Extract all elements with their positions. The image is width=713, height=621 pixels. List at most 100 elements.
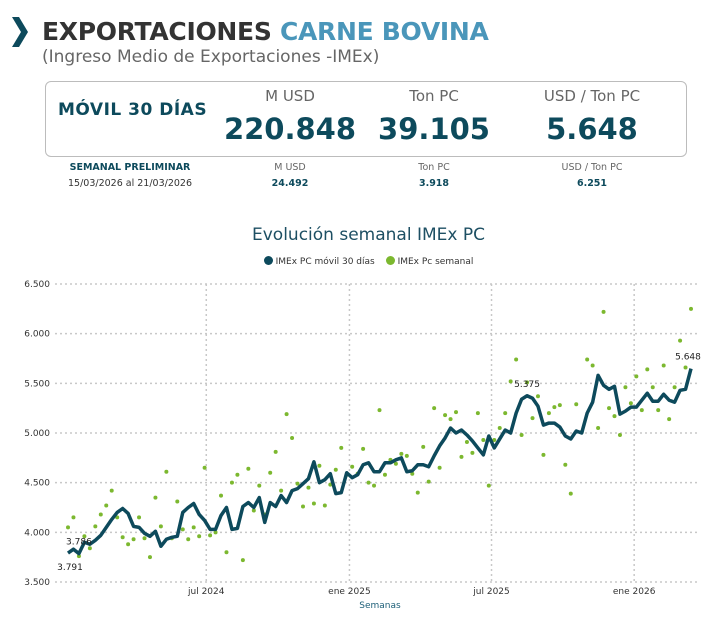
weekly-point bbox=[268, 470, 273, 475]
x-axis-label: Semanas bbox=[359, 601, 401, 611]
weekly-point bbox=[76, 554, 81, 559]
weekly-point bbox=[667, 417, 672, 422]
x-tick-label: ene 2026 bbox=[613, 587, 656, 597]
weekly-point bbox=[229, 480, 234, 485]
weekly-point bbox=[508, 379, 513, 384]
legend-item-semanal[interactable]: IMEx Pc semanal bbox=[385, 256, 473, 267]
weekly-date-range: 15/03/2026 al 21/03/2026 bbox=[67, 178, 192, 189]
chart-title: Evolución semanal IMEx PC bbox=[252, 225, 485, 245]
weekly-point bbox=[514, 357, 519, 362]
weekly-point bbox=[470, 450, 475, 455]
weekly-point bbox=[366, 480, 371, 485]
weekly-point bbox=[563, 462, 568, 467]
weekly-point bbox=[219, 493, 224, 498]
weekly-point bbox=[541, 452, 546, 457]
title-part-2: CARNE BOVINA bbox=[279, 17, 489, 46]
weekly-point bbox=[661, 363, 666, 368]
chart-legend: IMEx PC móvil 30 días IMEx Pc semanal bbox=[0, 256, 713, 267]
weekly-point bbox=[290, 435, 295, 440]
x-tick-label: jul 2024 bbox=[187, 587, 225, 597]
weekly-point bbox=[240, 558, 245, 563]
value-musd: 220.848 bbox=[223, 112, 357, 146]
weekly-point bbox=[71, 515, 76, 520]
y-tick-label: 5.500 bbox=[24, 379, 50, 389]
weekly-point bbox=[284, 412, 289, 417]
weekly-point bbox=[552, 405, 557, 410]
weekly-point bbox=[306, 485, 311, 490]
weekly-point bbox=[497, 426, 502, 431]
weekly-point bbox=[273, 449, 278, 454]
legend-marker-icon bbox=[385, 256, 395, 265]
data-label: 5.375 bbox=[514, 380, 540, 390]
y-tick-label: 6.500 bbox=[24, 280, 50, 290]
weekly-point bbox=[66, 525, 70, 530]
weekly-point bbox=[109, 488, 114, 493]
weekly-point bbox=[645, 367, 650, 372]
weekly-point bbox=[126, 542, 131, 547]
weekly-point bbox=[530, 416, 535, 421]
weekly-point bbox=[142, 536, 147, 541]
y-tick-label: 5.000 bbox=[24, 429, 50, 439]
weekly-point bbox=[525, 380, 530, 385]
weekly-point bbox=[82, 534, 87, 539]
summary-label: MÓVIL 30 DÍAS bbox=[58, 100, 208, 120]
col-header-usd-ton: USD / Ton PC bbox=[543, 87, 641, 105]
weekly-point bbox=[617, 432, 622, 437]
weekly-point bbox=[197, 534, 202, 539]
weekly-point bbox=[426, 479, 431, 484]
weekly-point bbox=[393, 461, 398, 466]
x-tick-label: jul 2025 bbox=[472, 587, 509, 597]
weekly-point bbox=[311, 501, 316, 506]
weekly-point bbox=[415, 490, 420, 495]
weekly-point bbox=[251, 508, 256, 513]
weekly-point bbox=[191, 525, 196, 530]
weekly-point bbox=[437, 465, 442, 470]
weekly-point bbox=[519, 432, 524, 437]
weekly-point bbox=[213, 530, 218, 535]
weekly-point bbox=[612, 414, 617, 419]
weekly-point bbox=[147, 555, 152, 560]
weekly-point bbox=[596, 426, 601, 431]
y-tick-label: 4.500 bbox=[24, 479, 50, 489]
weekly-point bbox=[650, 385, 655, 390]
weekly-point bbox=[131, 537, 136, 542]
value-tonpc: 39.105 bbox=[378, 112, 490, 146]
weekly-point bbox=[137, 515, 142, 520]
weekly-point bbox=[202, 465, 207, 470]
y-tick-label: 6.000 bbox=[24, 330, 50, 340]
weekly-point bbox=[454, 410, 459, 415]
chart-plot: 3.500 4.000 4.500 5.000 5.500 6.000 6.500 jul 2… bbox=[24, 280, 701, 597]
weekly-point bbox=[224, 550, 229, 555]
weekly-point bbox=[120, 535, 125, 540]
weekly-value-musd: 24.492 bbox=[271, 178, 309, 189]
weekly-point bbox=[98, 512, 103, 517]
legend-marker-icon bbox=[263, 256, 273, 265]
weekly-header-usd-ton: USD / Ton PC bbox=[561, 162, 623, 173]
weekly-point bbox=[350, 464, 355, 469]
weekly-point bbox=[492, 437, 497, 442]
weekly-point bbox=[601, 309, 606, 314]
weekly-point bbox=[361, 446, 366, 451]
weekly-point bbox=[481, 437, 486, 442]
weekly-point bbox=[158, 524, 163, 529]
weekly-point bbox=[377, 408, 382, 413]
weekly-point bbox=[339, 445, 344, 450]
weekly-point bbox=[186, 537, 191, 542]
weekly-point bbox=[689, 306, 693, 311]
weekly-point bbox=[257, 483, 262, 488]
weekly-point bbox=[372, 483, 377, 488]
weekly-label: SEMANAL PRELIMINAR bbox=[69, 162, 191, 173]
weekly-point bbox=[410, 471, 415, 476]
legend-item-movil[interactable]: IMEx PC móvil 30 días bbox=[263, 256, 375, 267]
weekly-point bbox=[443, 413, 448, 418]
chevron-right-icon bbox=[12, 17, 28, 47]
page-subtitle: (Ingreso Medio de Exportaciones -IMEx) bbox=[42, 47, 380, 67]
weekly-point bbox=[300, 504, 305, 509]
col-header-tonpc: Ton PC bbox=[409, 87, 459, 105]
weekly-point bbox=[317, 463, 322, 468]
weekly-value-tonpc: 3.918 bbox=[418, 178, 450, 189]
weekly-header-musd: M USD bbox=[274, 162, 306, 173]
weekly-point bbox=[535, 394, 540, 399]
weekly-point bbox=[464, 439, 469, 444]
weekly-point bbox=[574, 402, 579, 407]
